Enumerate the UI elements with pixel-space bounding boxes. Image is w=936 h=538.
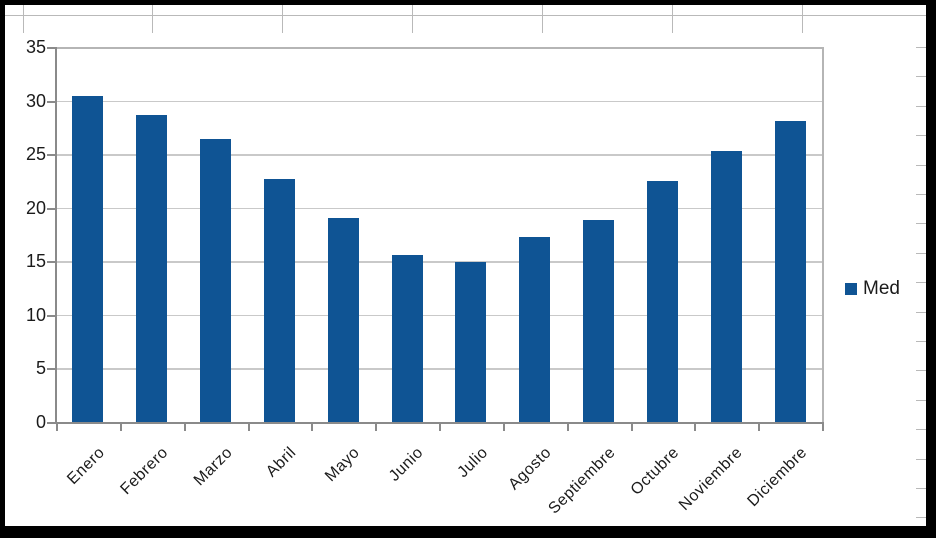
plot-border-top: [56, 47, 822, 49]
y-gridline: [56, 368, 822, 370]
bar-septiembre: [583, 219, 615, 422]
x-axis-tick: [375, 422, 378, 431]
x-axis-tick: [183, 422, 186, 431]
bar-noviembre: [710, 150, 742, 422]
y-axis-tick: [47, 422, 56, 424]
sheet-row-tick: [916, 311, 926, 313]
y-axis-tick: [47, 368, 56, 371]
sheet-row-line: [5, 15, 926, 16]
y-axis-tick: [47, 100, 56, 103]
sheet-row-tick: [916, 164, 926, 166]
bar-mayo: [327, 218, 359, 422]
x-axis-tick: [311, 422, 314, 431]
bar-abril: [263, 178, 295, 422]
y-axis-label: 30: [25, 90, 46, 111]
sheet-column-line: [412, 5, 413, 33]
sheet-row-tick: [916, 76, 926, 78]
y-axis-tick: [47, 314, 56, 317]
sheet-row-tick: [916, 282, 926, 284]
sheet-row-tick: [916, 517, 926, 519]
bar-junio: [391, 254, 423, 422]
sheet-row-tick: [916, 429, 926, 431]
y-axis-label: 5: [35, 358, 46, 379]
legend: Med: [845, 279, 900, 298]
sheet-row-tick: [916, 252, 926, 254]
sheet-column-line: [152, 5, 153, 33]
x-axis-tick: [502, 422, 505, 431]
sheet-row-tick: [916, 47, 926, 48]
y-axis-tick: [47, 154, 56, 157]
y-gridline: [56, 314, 822, 317]
bar-febrero: [136, 114, 168, 422]
plot-border-right: [822, 47, 824, 422]
y-gridline: [56, 261, 822, 263]
x-axis-tick: [439, 422, 441, 431]
sheet-row-tick: [916, 341, 926, 342]
sheet-row-tick: [916, 223, 926, 225]
x-axis-tick: [247, 422, 250, 431]
y-axis-label: 0: [35, 412, 46, 432]
y-axis-label: 15: [25, 251, 46, 272]
sheet-row-tick: [916, 105, 926, 107]
y-axis-line: [55, 47, 57, 424]
y-gridline: [56, 154, 822, 156]
y-gridline: [56, 207, 822, 210]
x-axis-tick: [630, 422, 633, 431]
sheet-row-tick: [916, 458, 926, 460]
sheet-row-tick: [916, 135, 926, 137]
x-axis-tick: [56, 422, 58, 431]
sheet-column-line: [282, 5, 283, 33]
sheet-column-line: [23, 5, 24, 33]
legend-label: Med: [863, 278, 900, 299]
bar-diciembre: [774, 120, 806, 422]
y-axis-label: 25: [25, 144, 46, 165]
x-axis-tick: [758, 422, 761, 431]
y-axis-label: 35: [25, 37, 46, 57]
y-axis-tick: [47, 207, 56, 210]
y-axis-tick: [47, 47, 56, 49]
y-axis-tick: [47, 261, 56, 264]
x-axis-tick: [822, 422, 824, 431]
bar-enero: [72, 96, 104, 422]
y-gridline: [56, 100, 822, 103]
y-axis-label: 10: [25, 304, 46, 325]
sheet-row-tick: [916, 370, 926, 372]
legend-swatch-icon: [845, 282, 857, 295]
x-axis-tick: [119, 422, 122, 431]
x-axis-tick: [694, 422, 697, 431]
sheet-row-tick: [916, 399, 926, 401]
y-axis-label: 20: [25, 197, 46, 218]
sheet-row-tick: [916, 194, 926, 195]
bar-marzo: [200, 139, 232, 422]
sheet-column-line: [672, 5, 673, 33]
sheet-row-tick: [916, 488, 926, 489]
sheet-column-line: [802, 5, 803, 33]
sheet-column-line: [542, 5, 543, 33]
bar-octubre: [646, 180, 678, 422]
bar-agosto: [519, 236, 551, 422]
x-axis-tick: [566, 422, 569, 431]
bar-julio: [455, 262, 487, 422]
